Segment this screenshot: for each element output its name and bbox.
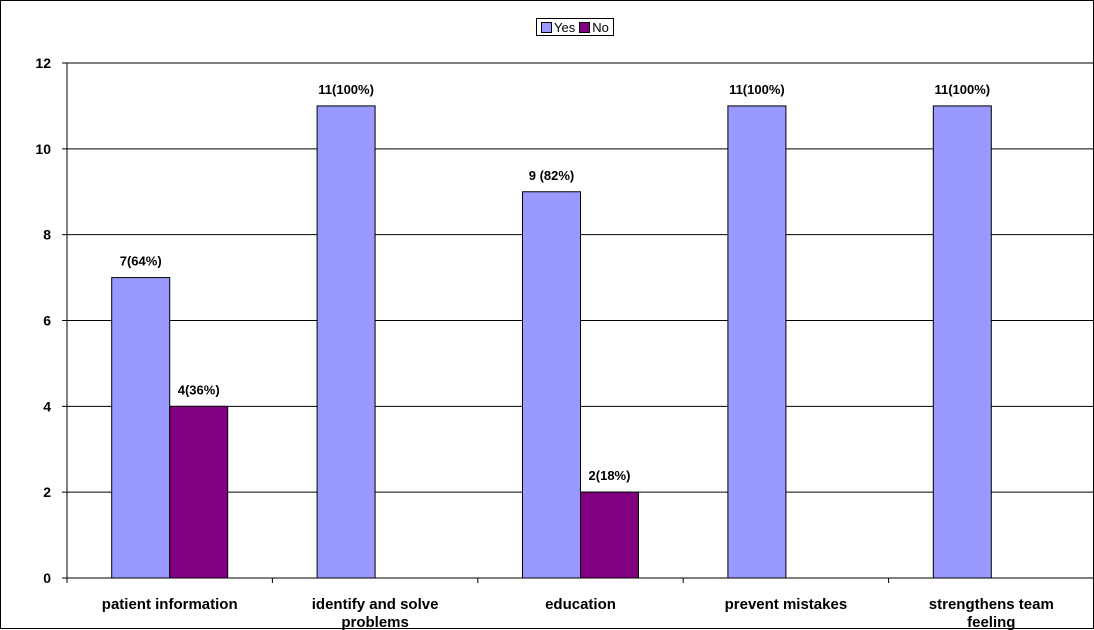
data-label: 9 (82%) [529,168,575,183]
data-label: 11(100%) [934,82,990,97]
x-category-label: problems [341,614,409,630]
bar-no [169,405,229,579]
legend-item-yes: Yes [541,20,575,35]
y-tick-label: 12 [35,55,51,71]
bars [111,105,992,579]
data-labels: 7(64%) 11(100%) 9 (82%) 11(100%) 11(100%) 4(3… [120,82,990,483]
bar-yes [522,191,581,579]
data-label: 7(64%) [120,254,162,269]
data-label: 11(100%) [318,82,374,97]
bar-yes [727,105,787,579]
bar-no [580,491,639,579]
y-tick-label: 2 [43,484,51,500]
legend-item-no: No [579,20,609,35]
data-label: 2(18%) [589,468,631,483]
legend-label-no: No [592,19,609,35]
axes: 0 2 4 6 8 10 12 patient information identify and… [35,55,1094,630]
x-category-label: education [545,596,616,613]
x-category-label: strengthens team [929,596,1054,613]
bar-yes [316,105,376,579]
legend-label-yes: Yes [554,19,576,35]
data-label: 4(36%) [178,382,220,397]
legend: Yes No [536,18,614,36]
y-tick-label: 6 [43,313,51,329]
x-category-label: feeling [967,614,1015,630]
bar-yes [111,277,171,579]
legend-swatch-yes [541,21,552,33]
legend-swatch-no [579,21,591,33]
bar-yes [932,105,992,579]
y-tick-label: 0 [43,570,51,586]
y-tick-label: 4 [43,398,51,414]
data-label: 11(100%) [729,82,785,97]
y-tick-label: 10 [35,141,51,157]
y-tick-label: 8 [43,227,51,243]
x-category-label: patient information [102,596,238,613]
x-category-label: prevent mistakes [725,596,848,613]
x-category-label: identify and solve [312,596,439,613]
